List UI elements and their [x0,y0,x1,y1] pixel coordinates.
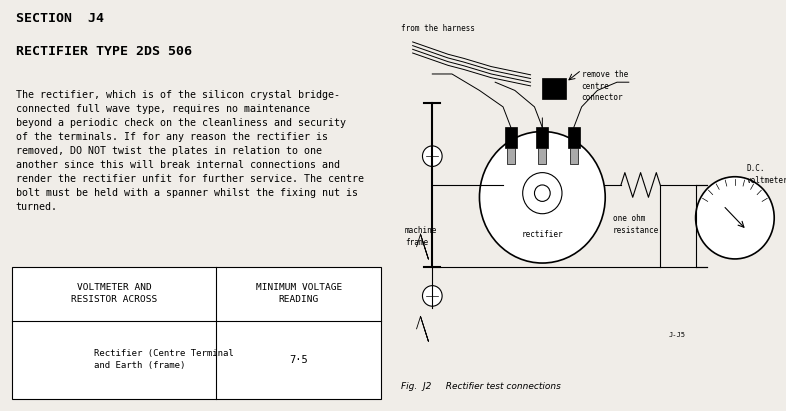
Text: Rectifier (Centre Terminal
and Earth (frame): Rectifier (Centre Terminal and Earth (fr… [94,349,234,370]
Circle shape [523,173,562,214]
Circle shape [423,286,442,306]
Text: VOLTMETER AND
RESISTOR ACROSS: VOLTMETER AND RESISTOR ACROSS [71,284,157,304]
Text: remove the
centre
connector: remove the centre connector [582,70,628,102]
Text: MINIMUM VOLTAGE
READING: MINIMUM VOLTAGE READING [255,284,342,304]
Text: D.C.
voltmeter: D.C. voltmeter [747,164,786,185]
Text: from the harness: from the harness [401,24,475,33]
Bar [570,148,578,164]
Text: SECTION  J4: SECTION J4 [16,12,104,25]
Text: Fig.  J2     Rectifier test connections: Fig. J2 Rectifier test connections [401,382,560,391]
Bar [536,127,548,148]
Text: The rectifier, which is of the silicon crystal bridge-
connected full wave type,: The rectifier, which is of the silicon c… [16,90,364,212]
Text: machine
frame: machine frame [405,226,437,247]
Text: rectifier: rectifier [522,230,563,239]
Bar [567,127,580,148]
Circle shape [423,146,442,166]
Bar [507,148,515,164]
Text: 7·5: 7·5 [289,355,308,365]
Bar [542,78,566,99]
Bar [538,148,546,164]
Circle shape [479,132,605,263]
Text: one ohm
resistance: one ohm resistance [613,214,659,235]
Circle shape [696,177,774,259]
Circle shape [534,185,550,201]
Bar [505,127,517,148]
FancyBboxPatch shape [12,267,381,399]
Text: RECTIFIER TYPE 2DS 506: RECTIFIER TYPE 2DS 506 [16,45,192,58]
Text: J-J5: J-J5 [668,332,685,338]
